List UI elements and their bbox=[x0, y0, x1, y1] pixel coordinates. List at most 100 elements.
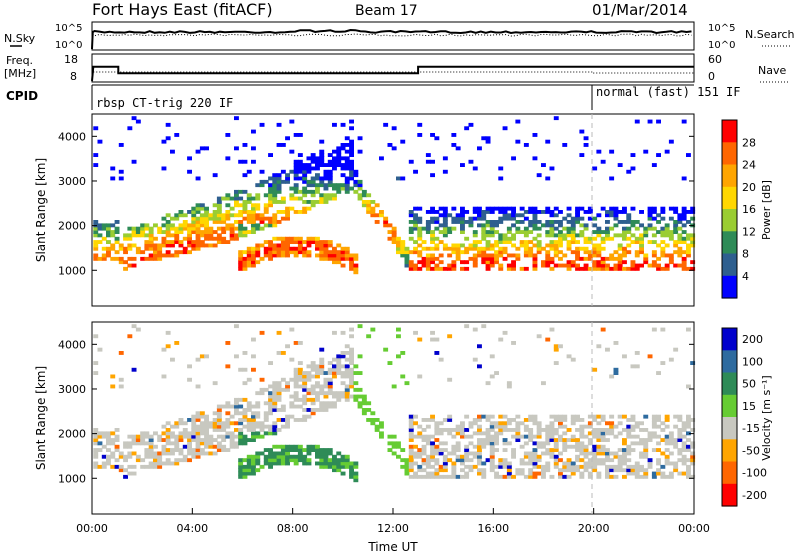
power-cell bbox=[596, 263, 602, 268]
velocity-cell bbox=[293, 391, 299, 396]
power-cell bbox=[268, 183, 273, 188]
power-cell bbox=[677, 240, 683, 244]
power-cell bbox=[425, 246, 431, 251]
power-cell bbox=[639, 243, 644, 248]
colorbar-segment bbox=[722, 209, 737, 232]
velocity-cell bbox=[280, 461, 286, 466]
power-cell bbox=[506, 216, 512, 221]
power-cell bbox=[246, 250, 252, 255]
power-cell bbox=[310, 153, 316, 157]
power-cell bbox=[289, 169, 295, 174]
power-cell bbox=[140, 256, 146, 261]
velocity-cell bbox=[212, 424, 218, 429]
power-cell bbox=[455, 246, 461, 251]
power-cell bbox=[178, 226, 184, 231]
velocity-cell bbox=[140, 458, 146, 463]
velocity-cell bbox=[221, 444, 227, 449]
velocity-cell bbox=[268, 361, 273, 365]
power-cell bbox=[541, 263, 546, 268]
power-cell bbox=[251, 226, 256, 231]
power-cell bbox=[421, 240, 427, 244]
power-cell bbox=[634, 226, 640, 231]
power-cell bbox=[327, 240, 333, 244]
power-cell bbox=[174, 233, 180, 238]
power-cell bbox=[272, 186, 278, 191]
velocity-cell bbox=[549, 474, 555, 479]
power-cell bbox=[519, 243, 525, 248]
power-cell bbox=[562, 263, 568, 268]
velocity-cell bbox=[673, 461, 679, 466]
velocity-cell bbox=[562, 468, 568, 473]
power-cell bbox=[310, 200, 316, 204]
power-cell bbox=[306, 200, 312, 204]
power-cell bbox=[165, 220, 171, 224]
velocity-cell bbox=[477, 364, 482, 369]
velocity-cell bbox=[216, 404, 222, 409]
power-cell bbox=[157, 250, 163, 255]
velocity-cell bbox=[609, 421, 615, 426]
velocity-cell bbox=[477, 428, 482, 432]
velocity-cell bbox=[225, 341, 231, 345]
velocity-cell bbox=[216, 414, 222, 419]
velocity-cell bbox=[460, 434, 465, 439]
power-cell bbox=[622, 233, 627, 238]
power-cell bbox=[238, 263, 244, 268]
velocity-cell bbox=[600, 414, 606, 419]
power-cell bbox=[144, 256, 150, 261]
velocity-cell bbox=[668, 438, 674, 442]
velocity-cell bbox=[498, 337, 504, 342]
power-cell bbox=[583, 246, 589, 251]
power-cell bbox=[174, 216, 180, 221]
velocity-cell bbox=[161, 461, 167, 466]
power-cell bbox=[242, 263, 248, 268]
power-cell bbox=[613, 266, 619, 271]
velocity-cell bbox=[349, 474, 354, 479]
power-cell bbox=[408, 230, 414, 234]
velocity-cell bbox=[195, 384, 201, 389]
velocity-cell bbox=[528, 428, 534, 432]
power-cell bbox=[489, 233, 495, 238]
velocity-cell bbox=[600, 418, 606, 422]
power-cell bbox=[263, 246, 269, 251]
power-cell bbox=[639, 223, 644, 228]
power-cell bbox=[161, 223, 167, 228]
velocity-cell bbox=[255, 461, 261, 466]
power-cell bbox=[515, 256, 521, 261]
power-cell bbox=[664, 230, 670, 234]
velocity-cell bbox=[677, 438, 683, 442]
power-cell bbox=[199, 230, 205, 234]
velocity-cell bbox=[153, 454, 158, 459]
velocity-cell bbox=[280, 418, 286, 422]
velocity-cell bbox=[404, 468, 410, 473]
velocity-cell bbox=[153, 458, 158, 463]
velocity-cell bbox=[579, 451, 585, 456]
velocity-cell bbox=[306, 371, 312, 375]
velocity-cell bbox=[455, 444, 461, 449]
velocity-cell bbox=[289, 394, 295, 399]
velocity-cell bbox=[135, 327, 141, 332]
velocity-cell bbox=[272, 381, 278, 386]
power-cell bbox=[481, 236, 487, 241]
velocity-cell bbox=[686, 458, 691, 463]
velocity-cell bbox=[234, 408, 239, 412]
power-cell bbox=[297, 236, 303, 241]
velocity-cell bbox=[293, 444, 299, 449]
velocity-cell bbox=[246, 377, 252, 382]
velocity-cell bbox=[238, 474, 244, 479]
velocity-cell bbox=[677, 471, 683, 476]
power-cell bbox=[498, 246, 504, 251]
velocity-cell bbox=[447, 451, 453, 456]
power-cell bbox=[383, 220, 389, 224]
power-cell bbox=[161, 166, 167, 171]
power-cell bbox=[118, 176, 124, 181]
power-cell bbox=[515, 226, 521, 231]
power-cell bbox=[148, 236, 154, 241]
power-cell bbox=[289, 193, 295, 198]
power-cell bbox=[242, 173, 248, 178]
power-cell bbox=[199, 216, 205, 221]
power-cell bbox=[425, 256, 431, 261]
power-cell bbox=[668, 230, 674, 234]
power-cell bbox=[639, 236, 644, 241]
velocity-cell bbox=[302, 461, 308, 466]
